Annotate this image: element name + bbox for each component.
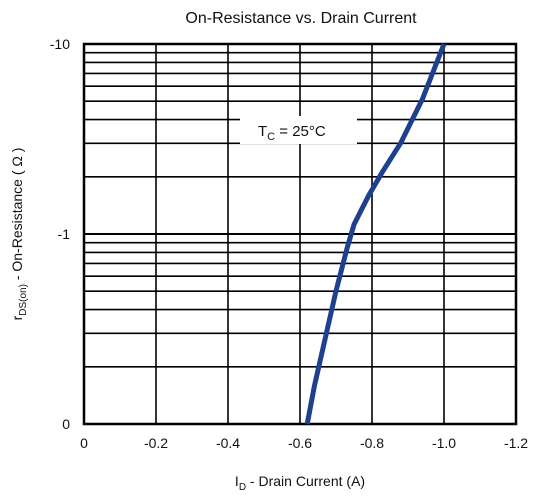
x-axis-symbol: I [235,473,239,489]
series-layer [304,43,447,425]
annotation-subscript: C [267,131,275,143]
x-tick-label: -0.2 [144,435,168,451]
x-tick-labels: 0 -0.2 -0.4 -0.6 -0.8 -1.0 -1.2 [80,435,528,451]
x-tick-label: 0 [80,435,88,451]
annotation-label: TC = 25°C [258,123,326,143]
x-tick-label: -1.2 [504,435,528,451]
x-tick-label: -0.6 [288,435,312,451]
y-tick-label: -10 [50,36,70,52]
x-axis-text: - Drain Current (A) [246,473,365,489]
x-axis-label: ID - Drain Current (A) [235,473,365,493]
annotation-background [240,116,357,144]
temperature-annotation: TC = 25°C [240,116,357,144]
y-axis-label: rDS(on) - On-Resistance ( Ω ) [9,148,29,321]
x-tick-label: -0.4 [216,435,240,451]
chart-title: On-Resistance vs. Drain Current [185,10,417,27]
series-line [304,43,447,425]
y-tick-label: -1 [58,226,71,242]
y-axis-subscript: DS(on) [18,284,29,316]
x-tick-label: -0.8 [360,435,384,451]
y-axis-text: - On-Resistance ( Ω ) [9,148,25,285]
plot-frame [82,42,518,426]
grid [83,44,517,425]
annotation-value: = 25°C [275,123,326,140]
y-tick-label: 0 [62,416,70,432]
y-tick-labels: 0 -1 -10 [50,36,70,432]
x-axis-subscript: D [239,482,246,493]
annotation-symbol: T [258,123,267,140]
x-tick-label: -1.0 [432,435,456,451]
y-axis-symbol: r [9,315,25,320]
